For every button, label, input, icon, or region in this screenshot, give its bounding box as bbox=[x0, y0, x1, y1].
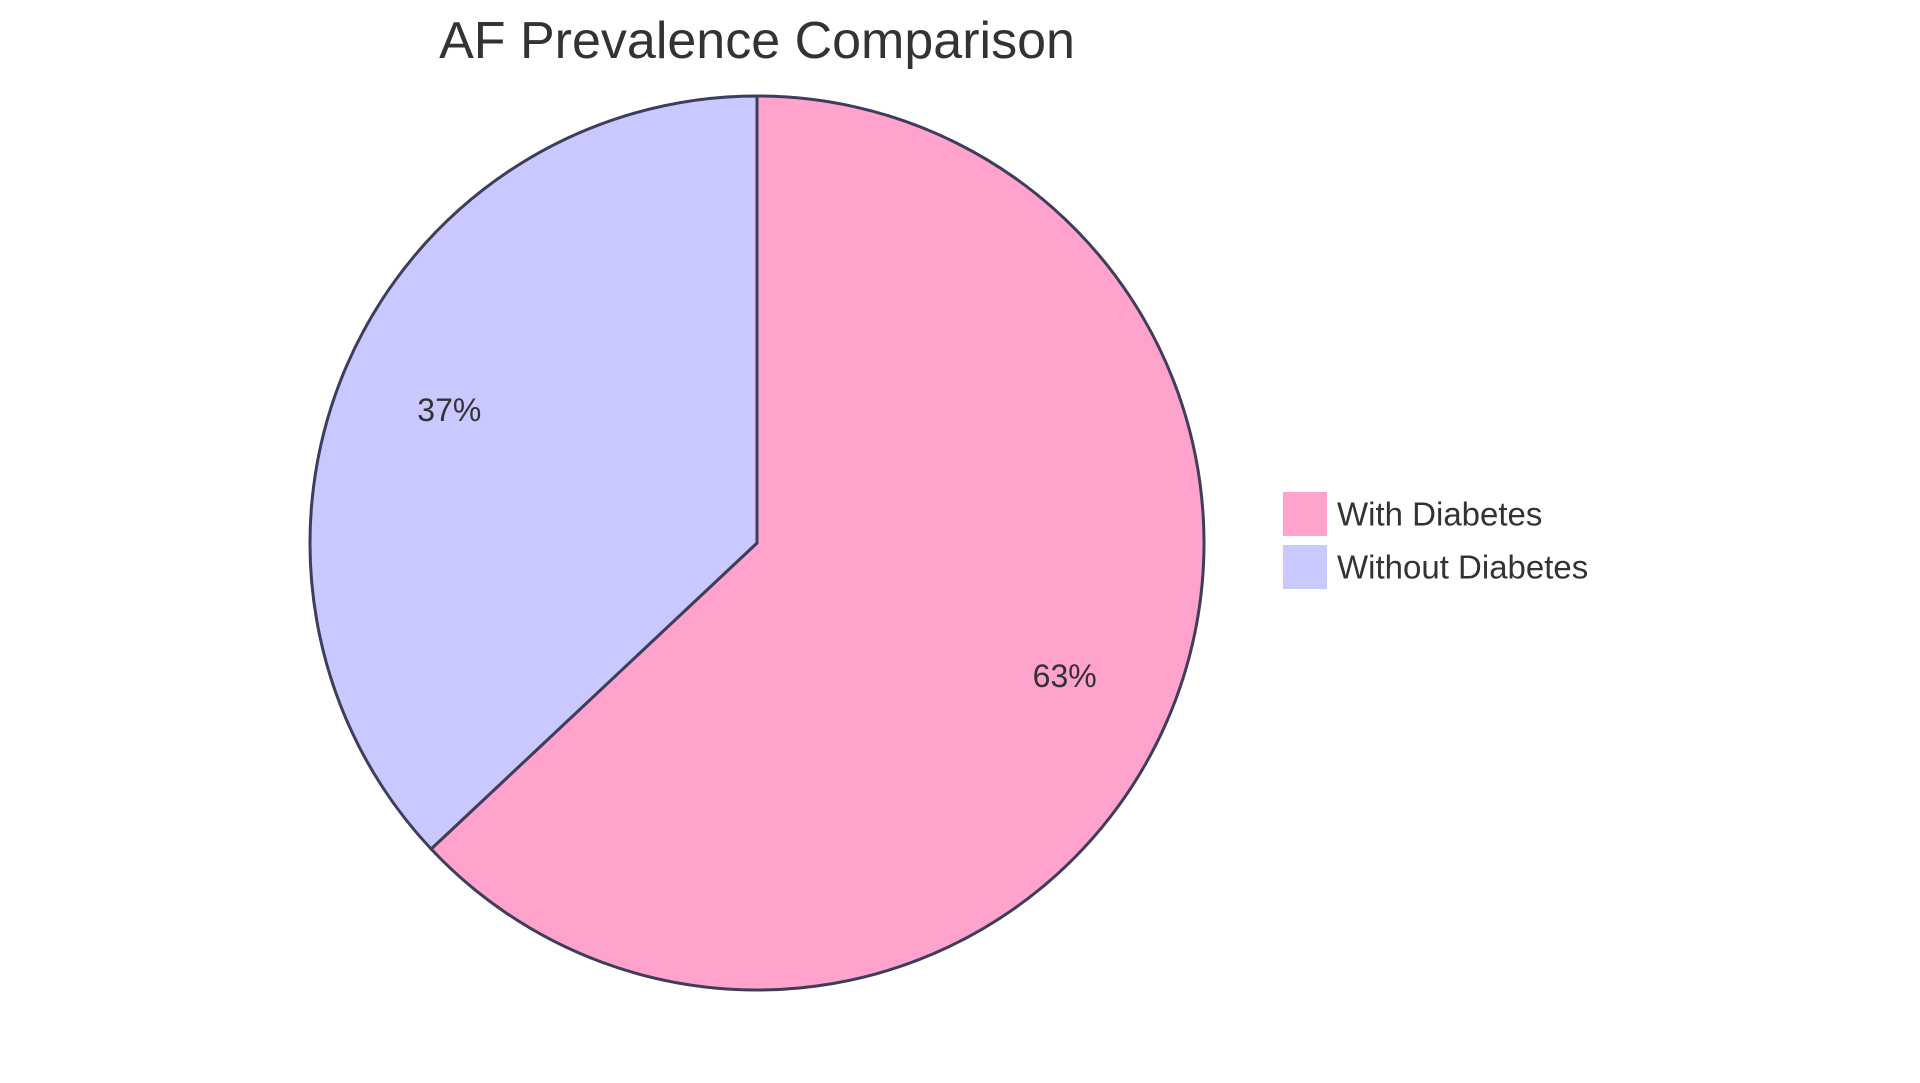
slice-label-with-diabetes: 63% bbox=[1033, 658, 1097, 694]
legend-label-without-diabetes: Without Diabetes bbox=[1337, 549, 1588, 586]
chart-title: AF Prevalence Comparison bbox=[439, 12, 1075, 70]
legend: With Diabetes Without Diabetes bbox=[1283, 492, 1588, 589]
legend-label-with-diabetes: With Diabetes bbox=[1337, 496, 1542, 533]
pie-slice-labels: 63% 37% bbox=[417, 392, 1096, 694]
legend-swatch-without-diabetes bbox=[1283, 545, 1327, 589]
pie-slices bbox=[308, 94, 1206, 992]
pie-slice-with-diabetes bbox=[429, 94, 1206, 992]
slice-label-without-diabetes: 37% bbox=[417, 392, 481, 428]
legend-swatch-with-diabetes bbox=[1283, 492, 1327, 536]
pie-slice-without-diabetes bbox=[308, 94, 759, 852]
